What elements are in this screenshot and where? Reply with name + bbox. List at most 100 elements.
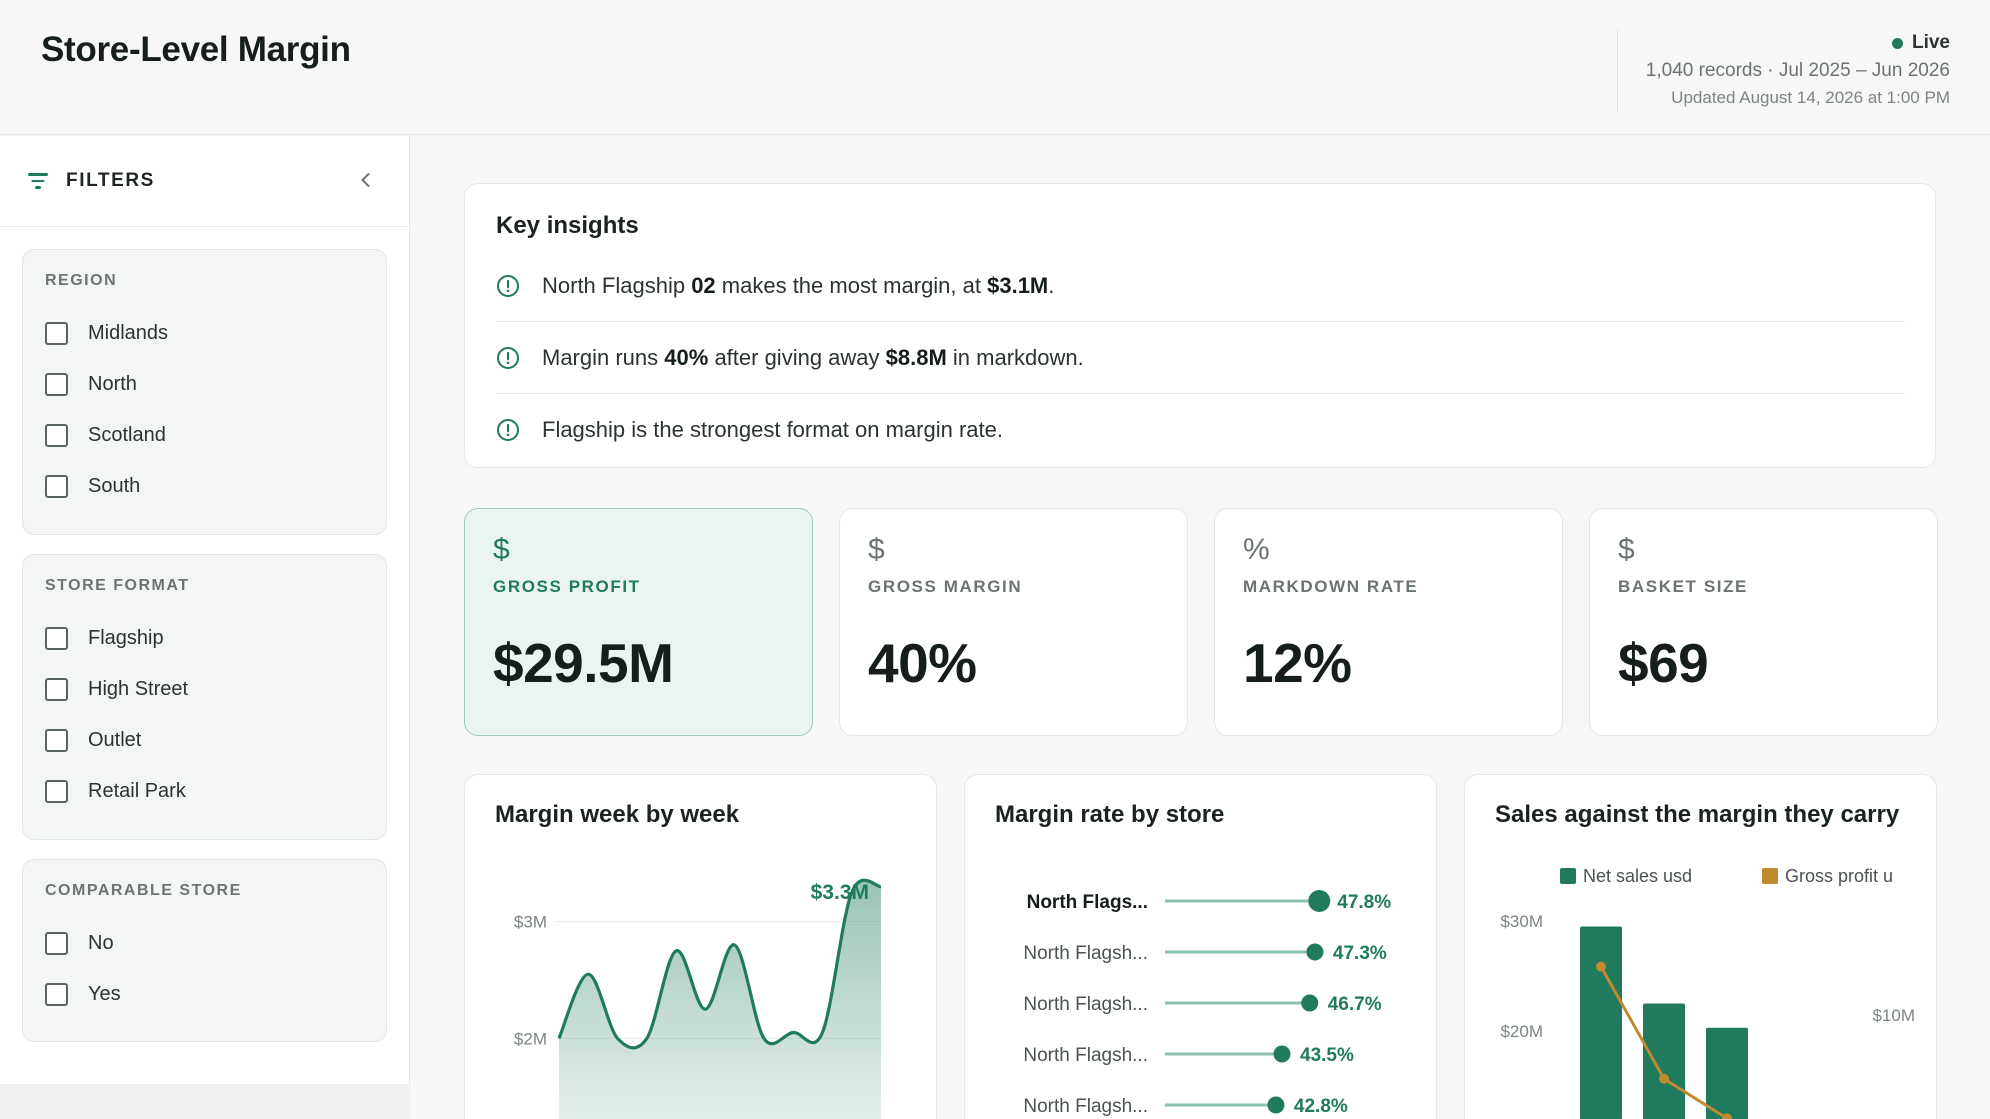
- alert-circle-icon: [497, 346, 519, 369]
- area-fill: [559, 880, 881, 1119]
- filter-group-region: REGION Midlands North Scotland South: [22, 249, 387, 535]
- checkbox[interactable]: [45, 983, 68, 1006]
- page-title: Store-Level Margin: [41, 30, 351, 69]
- insight-item: North Flagship 02 makes the most margin,…: [496, 250, 1905, 322]
- insight-text: Flagship is the strongest format on marg…: [542, 417, 1003, 442]
- series-line: [557, 878, 882, 1050]
- store-label: North Flags...: [1027, 892, 1148, 913]
- checkbox[interactable]: [45, 424, 68, 447]
- chart-title: Margin rate by store: [995, 801, 1225, 828]
- y-tick-label: $3M: [514, 913, 547, 932]
- filter-option-outlet[interactable]: Outlet: [45, 715, 364, 766]
- sales-vs-margin-chart-card: Sales against the margin they carry Net …: [1464, 774, 1937, 1119]
- filter-group-title: STORE FORMAT: [45, 577, 190, 594]
- kpi-label: BASKET SIZE: [1618, 577, 1749, 596]
- alert-circle-icon: [497, 419, 519, 441]
- kpi-card-gross-profit[interactable]: $ GROSS PROFIT $29.5M: [464, 508, 813, 736]
- dollar-icon: $: [868, 533, 885, 566]
- filter-option-midlands[interactable]: Midlands: [45, 308, 364, 359]
- store-label: North Flagsh...: [1023, 1045, 1148, 1066]
- percent-icon: %: [1243, 533, 1270, 566]
- y-left-tick-label: $20M: [1500, 1022, 1543, 1041]
- kpi-label: GROSS PROFIT: [493, 577, 641, 596]
- filter-option-label: Scotland: [88, 424, 166, 446]
- checkbox[interactable]: [45, 373, 68, 396]
- insight-item: Flagship is the strongest format on marg…: [496, 394, 1905, 466]
- insight-text: Margin runs 40% after giving away $8.8M …: [542, 344, 1084, 370]
- sales-bar: [1580, 926, 1622, 1119]
- filter-option-label: Yes: [88, 983, 121, 1005]
- live-label: Live: [1911, 32, 1950, 53]
- page-header: Store-Level Margin Live 1,040 records · …: [0, 0, 1990, 135]
- filter-group-comparable-store: COMPARABLE STORE No Yes: [22, 859, 387, 1042]
- filter-group-title: REGION: [45, 272, 118, 289]
- records-summary: 1,040 records · Jul 2025 – Jun 2026: [1645, 60, 1950, 81]
- data-point: [1267, 1096, 1285, 1114]
- live-dot-icon: [1891, 37, 1903, 49]
- filter-option-label: No: [88, 932, 114, 954]
- kpi-value: 12%: [1243, 632, 1352, 694]
- filter-option-label: Outlet: [88, 729, 142, 751]
- filters-title: FILTERS: [66, 170, 155, 191]
- data-point: [1308, 890, 1331, 912]
- peak-data-label: $3.3M: [811, 881, 869, 904]
- margin-rate-dot-chart: North Flags... 47.8% North Flagsh... 47.3% N…: [1023, 890, 1391, 1117]
- live-status: Live: [1646, 30, 1950, 56]
- legend-label: Net sales usd: [1583, 866, 1692, 886]
- checkbox[interactable]: [45, 780, 68, 803]
- y-right-tick-label: $10M: [1872, 1006, 1915, 1025]
- checkbox[interactable]: [45, 475, 68, 498]
- filter-option-north[interactable]: North: [45, 359, 364, 410]
- checkbox[interactable]: [45, 322, 68, 345]
- filter-option-yes[interactable]: Yes: [45, 969, 364, 1020]
- key-insights-card: Key insights North Flagship 02 makes the…: [464, 183, 1936, 468]
- value-label: 47.3%: [1333, 943, 1387, 964]
- kpi-card-gross-margin[interactable]: $ GROSS MARGIN 40%: [839, 508, 1188, 736]
- sales-bar: [1706, 1027, 1748, 1119]
- checkbox[interactable]: [45, 932, 68, 955]
- value-label: 46.7%: [1328, 994, 1382, 1015]
- kpi-value: 40%: [868, 632, 977, 694]
- gross-profit-point: [1596, 961, 1606, 972]
- filter-option-label: Retail Park: [88, 780, 186, 802]
- filter-option-south[interactable]: South: [45, 461, 364, 512]
- data-point: [1273, 1045, 1291, 1063]
- y-left-tick-label: $30M: [1500, 912, 1543, 931]
- filter-option-label: North: [88, 373, 137, 395]
- checkbox[interactable]: [45, 678, 68, 701]
- legend-label: Gross profit u: [1785, 866, 1893, 886]
- filter-group-title: COMPARABLE STORE: [45, 882, 242, 899]
- sales-margin-combo-chart: Net sales usd Gross profit u $30M $20M $10M: [1500, 866, 1915, 1119]
- filter-option-scotland[interactable]: Scotland: [45, 410, 364, 461]
- kpi-value: $29.5M: [493, 632, 674, 694]
- kpi-label: MARKDOWN RATE: [1243, 577, 1419, 596]
- kpi-label: GROSS MARGIN: [868, 577, 1023, 596]
- value-label: 42.8%: [1294, 1096, 1348, 1117]
- collapse-sidebar-button[interactable]: [355, 169, 377, 191]
- dollar-icon: $: [493, 533, 510, 566]
- kpi-card-markdown-rate[interactable]: % MARKDOWN RATE 12%: [1214, 508, 1563, 736]
- chart-title: Margin week by week: [495, 801, 740, 828]
- filter-option-no[interactable]: No: [45, 918, 364, 969]
- kpi-value: $69: [1618, 632, 1709, 694]
- legend-swatch: [1762, 868, 1778, 884]
- legend-swatch: [1560, 868, 1576, 884]
- insight-text: North Flagship 02 makes the most margin,…: [542, 272, 1055, 298]
- y-tick-label: $2M: [514, 1029, 547, 1048]
- filter-option-label: Flagship: [88, 627, 164, 649]
- value-label: 43.5%: [1300, 1045, 1354, 1066]
- filter-option-retail-park[interactable]: Retail Park: [45, 766, 364, 817]
- kpi-card-basket-size[interactable]: $ BASKET SIZE $69: [1589, 508, 1938, 736]
- checkbox[interactable]: [45, 729, 68, 752]
- checkbox[interactable]: [45, 627, 68, 650]
- filter-group-store-format: STORE FORMAT Flagship High Street Outlet…: [22, 554, 387, 840]
- sidebar-footer-strip: [0, 1084, 410, 1119]
- filter-icon: [28, 172, 48, 190]
- filter-option-high-street[interactable]: High Street: [45, 664, 364, 715]
- store-label: North Flagsh...: [1023, 994, 1148, 1015]
- chart-title: Sales against the margin they carry: [1495, 801, 1900, 828]
- gross-profit-point: [1722, 1113, 1732, 1119]
- filter-option-flagship[interactable]: Flagship: [45, 613, 364, 664]
- filter-option-label: Midlands: [88, 322, 169, 344]
- alert-circle-icon: [497, 274, 519, 297]
